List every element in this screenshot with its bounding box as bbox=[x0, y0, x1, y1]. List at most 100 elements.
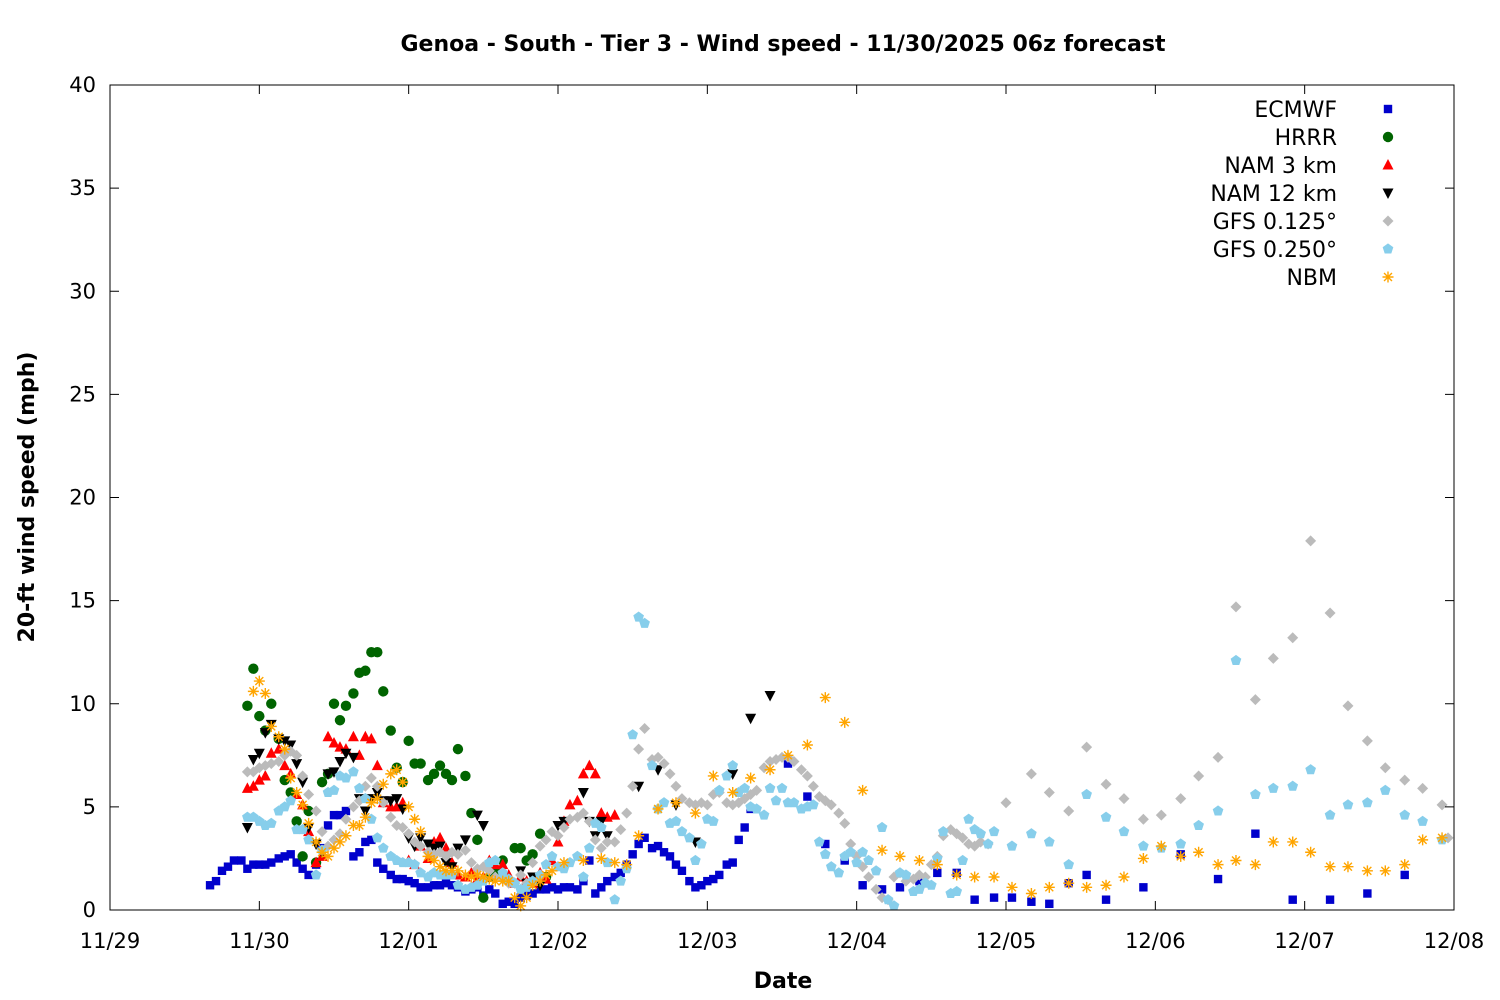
data-point bbox=[1137, 813, 1149, 825]
data-point bbox=[521, 892, 533, 904]
data-point bbox=[577, 767, 589, 779]
data-point bbox=[1399, 774, 1411, 786]
x-axis-label: Date bbox=[754, 969, 813, 994]
data-point bbox=[279, 759, 291, 771]
data-point bbox=[249, 860, 258, 869]
data-point bbox=[509, 892, 521, 904]
data-point bbox=[573, 885, 582, 894]
data-point bbox=[459, 844, 471, 856]
data-point bbox=[340, 813, 352, 825]
data-point bbox=[373, 858, 382, 867]
data-point bbox=[403, 801, 415, 813]
data-point bbox=[360, 793, 371, 804]
data-point bbox=[291, 759, 303, 770]
data-point bbox=[1325, 895, 1335, 904]
data-point bbox=[1361, 735, 1373, 747]
data-point bbox=[367, 835, 376, 845]
data-point bbox=[304, 870, 313, 880]
data-point bbox=[1249, 694, 1261, 706]
data-point bbox=[1212, 859, 1224, 871]
data-point bbox=[340, 830, 352, 842]
legend-marker bbox=[1382, 159, 1394, 170]
data-point bbox=[601, 856, 613, 868]
data-point bbox=[354, 782, 365, 793]
data-point bbox=[489, 854, 501, 866]
data-point bbox=[415, 826, 427, 838]
data-point bbox=[1342, 799, 1354, 810]
data-point bbox=[616, 868, 625, 878]
data-point bbox=[652, 803, 664, 815]
data-point bbox=[371, 832, 383, 843]
data-point bbox=[926, 879, 937, 890]
data-point bbox=[585, 856, 594, 865]
data-point bbox=[882, 894, 894, 905]
data-point bbox=[564, 798, 576, 810]
data-point bbox=[1175, 838, 1187, 849]
data-point bbox=[459, 869, 471, 881]
data-point bbox=[1213, 874, 1223, 884]
legend-label: HRRR bbox=[1275, 126, 1337, 151]
data-point bbox=[434, 831, 446, 843]
data-point bbox=[466, 807, 477, 819]
data-point bbox=[894, 850, 906, 862]
data-point bbox=[814, 836, 825, 847]
data-point bbox=[503, 875, 515, 887]
data-point bbox=[609, 809, 621, 820]
data-point bbox=[1025, 768, 1037, 780]
data-point bbox=[969, 871, 981, 883]
data-point bbox=[243, 864, 252, 873]
y-tick-label: 15 bbox=[69, 589, 96, 613]
data-point bbox=[1137, 852, 1149, 864]
data-point bbox=[328, 767, 340, 778]
data-point bbox=[1288, 895, 1297, 904]
data-point bbox=[851, 856, 862, 868]
data-point bbox=[734, 835, 743, 845]
data-point bbox=[472, 834, 483, 846]
data-point bbox=[365, 732, 377, 744]
data-point bbox=[348, 688, 359, 699]
data-point bbox=[273, 756, 285, 767]
data-point bbox=[670, 780, 682, 792]
data-point bbox=[322, 730, 334, 742]
data-point bbox=[963, 813, 974, 824]
data-point bbox=[722, 860, 731, 869]
data-point bbox=[217, 866, 227, 876]
data-point bbox=[273, 731, 285, 743]
data-point bbox=[546, 865, 558, 877]
data-point bbox=[286, 850, 295, 859]
data-point bbox=[1193, 819, 1204, 830]
data-point bbox=[715, 870, 724, 880]
data-point bbox=[1363, 889, 1372, 898]
data-point bbox=[1324, 861, 1336, 873]
data-point bbox=[677, 866, 687, 876]
data-point bbox=[1436, 799, 1448, 811]
data-point bbox=[379, 864, 388, 873]
data-point bbox=[863, 854, 874, 866]
data-point bbox=[1081, 741, 1093, 753]
data-point bbox=[957, 832, 969, 844]
y-tick-label: 5 bbox=[83, 795, 96, 819]
data-point bbox=[415, 758, 426, 769]
data-point bbox=[404, 876, 413, 886]
data-point bbox=[497, 867, 509, 878]
data-point bbox=[422, 839, 434, 850]
data-point bbox=[745, 772, 757, 784]
data-point bbox=[877, 885, 887, 894]
data-point bbox=[265, 720, 277, 732]
data-point bbox=[770, 795, 782, 806]
data-point bbox=[703, 876, 712, 886]
data-point bbox=[764, 782, 776, 793]
y-tick-label: 20 bbox=[69, 486, 96, 510]
data-point bbox=[627, 780, 639, 792]
data-point bbox=[540, 834, 552, 846]
data-point bbox=[628, 850, 637, 859]
data-point bbox=[310, 856, 322, 868]
axis-ticks: 0 5 10 15 20 25 30 35 40 11/29 11/30 12/01 12/02 12/0… bbox=[69, 73, 1484, 953]
data-point bbox=[691, 883, 700, 892]
data-point bbox=[1212, 805, 1224, 816]
data-point bbox=[970, 895, 979, 904]
data-point bbox=[483, 873, 495, 885]
data-point bbox=[1267, 782, 1279, 793]
data-point bbox=[803, 792, 812, 801]
